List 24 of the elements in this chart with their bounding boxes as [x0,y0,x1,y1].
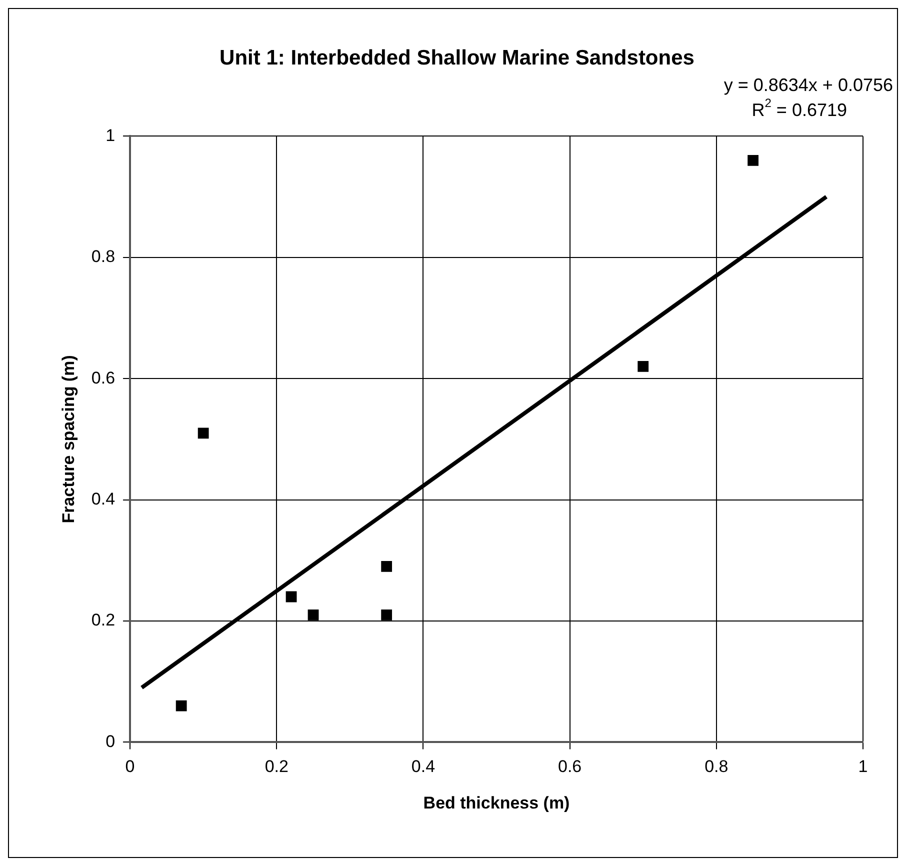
point [176,700,187,712]
text: y = 0.8634x + 0.0756 [724,75,894,96]
y-axis-title: Fracture spacing (m) [58,355,78,524]
x-axis-title: Bed thickness (m) [423,793,570,812]
y-tick-label: 0 [106,732,116,751]
point [198,428,209,439]
x-tick-label: 0 [125,757,135,776]
x-tick-label: 0.2 [264,757,288,776]
y-tick-label: 0.8 [91,247,116,266]
point [308,609,319,620]
x-tick-label: 0.8 [704,757,728,776]
x-tick-label: 0.4 [411,757,436,776]
y-tick-label: 0.4 [91,489,116,508]
y-tick-label: 0.2 [91,610,116,630]
y-tick-label: 0.6 [91,368,116,388]
point [381,561,392,572]
x-tick-label: 0.6 [558,757,582,776]
point [748,154,759,166]
point [286,591,297,602]
point [638,361,649,372]
chart-title: Unit 1: Interbedded Shallow Marine Sandstones [220,46,694,70]
y-tick-label: 1 [106,126,116,145]
x-tick-label: 1 [858,757,868,776]
point [381,609,392,620]
